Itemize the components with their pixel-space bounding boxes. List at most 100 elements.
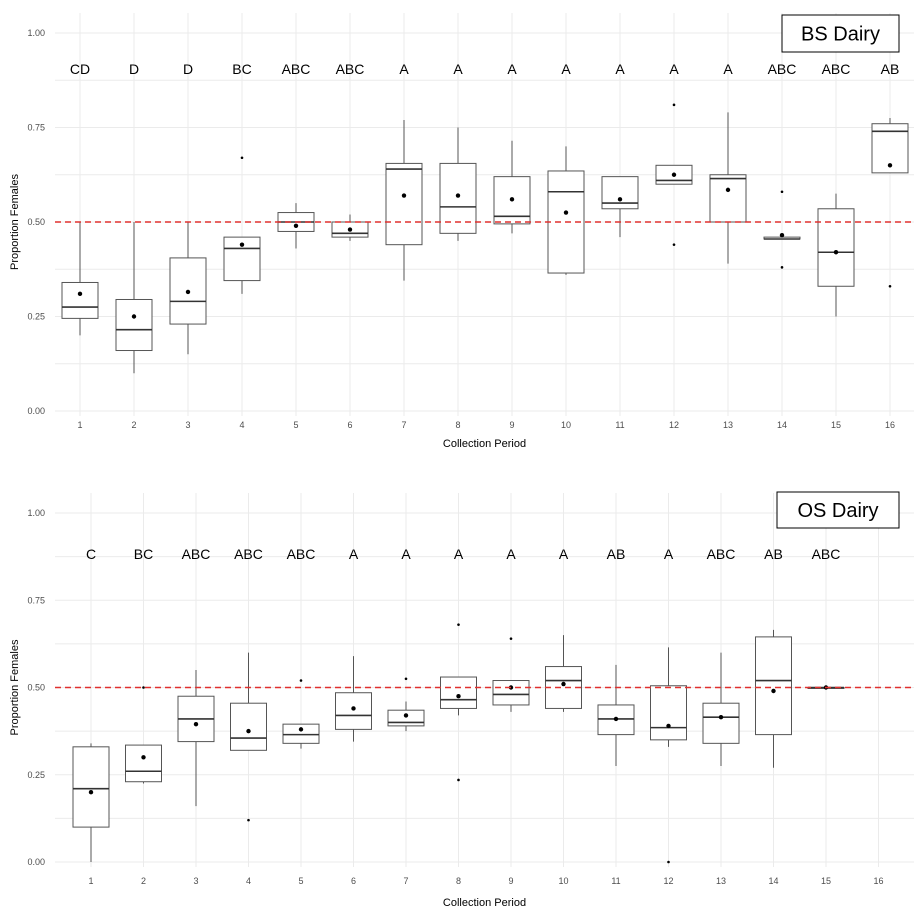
boxplot-10 <box>547 146 585 275</box>
box-iqr <box>230 702 267 751</box>
x-tick-label: 12 <box>663 876 673 886</box>
significance-letter: A <box>507 61 517 77</box>
outlier-point <box>404 677 408 681</box>
boxplot-13 <box>709 112 747 264</box>
boxplot-1 <box>72 743 110 862</box>
significance-letter: A <box>454 546 464 562</box>
boxplot-9 <box>493 140 531 234</box>
mean-point <box>401 193 407 198</box>
panel-label-box <box>776 491 900 529</box>
significance-letter: ABC <box>182 546 211 562</box>
mean-point <box>833 250 839 255</box>
x-axis-title: Collection Period <box>443 897 526 909</box>
box-iqr <box>702 702 740 744</box>
outlier-point <box>672 243 676 246</box>
x-tick-label: 10 <box>561 420 571 430</box>
boxplot-4 <box>230 652 267 822</box>
significance-letter: AB <box>607 546 626 562</box>
panel-label: BS Dairy <box>801 24 880 46</box>
y-tick-label: 0.00 <box>27 406 45 416</box>
x-tick-label: 9 <box>509 420 514 430</box>
mean-point <box>887 163 893 168</box>
outlier-point <box>672 103 676 107</box>
x-axis-title: Collection Period <box>443 438 526 450</box>
mean-point <box>718 714 724 720</box>
x-tick-label: 7 <box>401 420 406 430</box>
mean-point <box>193 721 199 727</box>
significance-letter: AB <box>881 61 900 77</box>
box-iqr <box>492 680 530 706</box>
boxplot-2 <box>125 686 162 784</box>
box-iqr <box>72 746 110 828</box>
y-tick-label: 0.25 <box>27 770 45 780</box>
boxplot-3 <box>177 670 215 807</box>
box-iqr <box>755 636 792 736</box>
mean-point <box>779 233 785 238</box>
x-tick-label: 8 <box>456 876 461 886</box>
mean-point <box>666 723 671 729</box>
mean-point <box>617 197 623 202</box>
x-tick-label: 2 <box>141 876 146 886</box>
significance-letter: A <box>401 546 411 562</box>
box-iqr <box>440 676 477 709</box>
significance-letter: ABC <box>812 546 841 562</box>
x-tick-label: 9 <box>508 876 513 886</box>
boxplot-16 <box>871 118 909 288</box>
y-tick-label: 0.25 <box>27 312 45 322</box>
boxplot-8 <box>439 127 477 241</box>
box-iqr <box>601 176 639 210</box>
boxplot-11 <box>597 664 635 767</box>
outlier-point <box>780 190 784 194</box>
y-tick-label: 0.50 <box>27 217 45 227</box>
outlier-point <box>142 686 145 689</box>
y-tick-label: 0.00 <box>27 857 45 867</box>
boxplot-6 <box>335 656 372 742</box>
x-tick-label: 11 <box>615 420 624 430</box>
y-tick-label: 0.75 <box>27 123 45 133</box>
boxplot-5 <box>277 203 315 249</box>
y-tick-label: 0.75 <box>27 595 45 605</box>
x-tick-label: 5 <box>293 420 298 430</box>
y-tick-label: 0.50 <box>27 683 45 693</box>
significance-letter: C <box>86 546 96 562</box>
mean-point <box>671 172 677 177</box>
mean-point <box>456 694 461 699</box>
x-tick-label: 15 <box>821 876 831 886</box>
boxplot-12 <box>650 647 687 864</box>
mean-point <box>293 223 299 228</box>
x-tick-label: 15 <box>831 420 841 430</box>
boxplot-14 <box>755 629 792 768</box>
outlier-point <box>457 778 460 782</box>
significance-letter: A <box>561 61 571 77</box>
mean-point <box>403 713 409 718</box>
x-tick-label: 1 <box>77 420 82 430</box>
box-iqr <box>385 162 423 246</box>
mean-point <box>131 314 137 319</box>
significance-letter: A <box>349 546 359 562</box>
significance-letter: A <box>664 546 674 562</box>
significance-letter: D <box>129 61 139 77</box>
mean-point <box>347 227 353 232</box>
x-tick-label: 5 <box>298 876 303 886</box>
outlier-point <box>240 156 244 160</box>
box-iqr <box>61 281 99 319</box>
mean-point <box>771 688 776 694</box>
boxplot-1 <box>61 222 99 336</box>
mean-point <box>239 242 245 247</box>
significance-letter: ABC <box>234 546 263 562</box>
box-iqr <box>817 208 855 287</box>
significance-letter: ABC <box>707 546 736 562</box>
boxplot-13 <box>702 652 740 767</box>
significance-letter: BC <box>232 61 251 77</box>
mean-point <box>561 681 566 687</box>
mean-point <box>509 197 515 202</box>
box-iqr <box>650 685 687 741</box>
outlier-point <box>509 637 513 640</box>
mean-point <box>725 187 731 193</box>
boxplot-5 <box>282 679 320 749</box>
x-tick-label: 2 <box>131 420 136 430</box>
box-iqr <box>439 162 477 234</box>
significance-letter: ABC <box>768 61 797 77</box>
